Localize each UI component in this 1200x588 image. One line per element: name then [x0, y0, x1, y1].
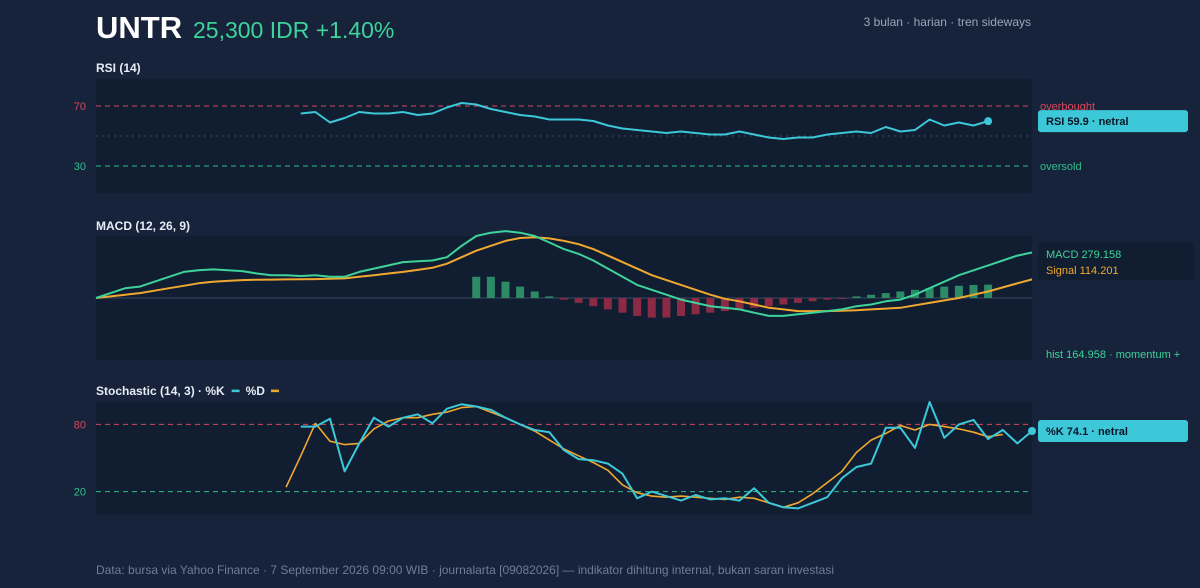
macd-histogram-bar [618, 298, 627, 313]
footer-note: Data: bursa via Yahoo Finance · 7 Septem… [96, 563, 834, 577]
macd-histogram-bar [881, 293, 890, 298]
macd-title: MACD (12, 26, 9) [96, 219, 190, 233]
rsi-tick-label: 70 [74, 101, 86, 113]
macd-line [95, 230, 1033, 317]
rsi-callout-text: RSI 59.9 · netral [1046, 116, 1129, 128]
macd-histogram-bar [560, 298, 568, 300]
stoch-tick-label: 80 [74, 419, 86, 431]
macd-histogram-bar [837, 298, 846, 299]
macd-histogram-bar [647, 298, 656, 318]
histogram-label: hist 164.958 · momentum + [1046, 349, 1180, 361]
stoch-plot: 80 20 %K 74.1 · netral [74, 401, 1188, 510]
stoch-panel [96, 402, 1032, 514]
macd-histogram-bar [808, 298, 817, 302]
macd-histogram-bar [823, 298, 832, 300]
macd-histogram-bar [764, 298, 773, 307]
rsi-plot: 70 30 overbought oversold RSI 59.9 · netral [74, 101, 1188, 173]
macd-histogram-bar [954, 285, 963, 298]
macd-histogram-bar [896, 291, 905, 298]
macd-histogram-bar [574, 298, 583, 303]
macd-legend-value: MACD 279.158 [1046, 249, 1121, 261]
macd-histogram-bar [940, 286, 949, 298]
price-change: 25,300 IDR +1.40% [193, 17, 394, 43]
macd-histogram-bar [925, 288, 934, 298]
signal-legend-value: Signal 114.201 [1046, 265, 1119, 277]
context-subtitle: 3 bulan · harian · tren sideways [864, 15, 1031, 29]
rsi-title: RSI (14) [96, 61, 141, 75]
signal-line [95, 236, 1033, 313]
rsi-callout-dot [984, 117, 993, 126]
macd-histogram-bar [589, 298, 598, 307]
stoch-callout-box [1038, 420, 1188, 443]
stoch-d-swatch: ━ [270, 384, 279, 398]
stoch-title-text: Stochastic (14, 3) · %K [96, 384, 225, 398]
stoch-tick-label: 20 [74, 487, 86, 499]
macd-histogram-bar [530, 291, 539, 298]
macd-histogram-bar [662, 298, 671, 318]
macd-histogram-bar [969, 284, 978, 298]
macd-histogram-bar [720, 298, 729, 312]
rsi-tick-label: 30 [74, 161, 86, 173]
macd-histogram-bar [691, 298, 700, 315]
rsi-line [300, 102, 989, 140]
macd-histogram-bar [735, 298, 744, 310]
macd-histogram-bar [516, 286, 525, 298]
rsi-callout-box [1038, 110, 1188, 133]
stoch-callout-text: %K 74.1 · netral [1046, 426, 1128, 438]
stoch-k-swatch: ━ [231, 384, 240, 398]
stoch-title: Stochastic (14, 3) · %K ━ %D ━ [96, 384, 279, 398]
macd-histogram-bar [794, 298, 802, 303]
macd-legend-box [1038, 242, 1194, 280]
macd-histogram-bar [852, 296, 861, 298]
macd-histogram-bar [486, 276, 495, 298]
macd-histogram-bar [633, 298, 642, 316]
macd-histogram-bar [867, 294, 876, 298]
macd-histogram-bar [603, 298, 612, 310]
macd-histogram-bar [677, 298, 685, 316]
macd-histogram-bar [472, 276, 481, 298]
macd-plot: MACD 279.158 Signal 114.201 hist 164.958 ·… [95, 230, 1194, 361]
stoch-k-line [300, 401, 1033, 510]
ticker-symbol: UNTR [96, 10, 182, 45]
oversold-label: oversold [1040, 161, 1082, 173]
macd-histogram-bar [545, 296, 554, 298]
overbought-label: overbought [1040, 101, 1095, 113]
macd-histogram-bar [501, 281, 510, 298]
stoch-d-legend: %D [246, 384, 266, 398]
stoch-callout-dot [1028, 427, 1036, 436]
macd-histogram-bar [750, 298, 759, 308]
macd-histogram-bar [779, 298, 788, 305]
